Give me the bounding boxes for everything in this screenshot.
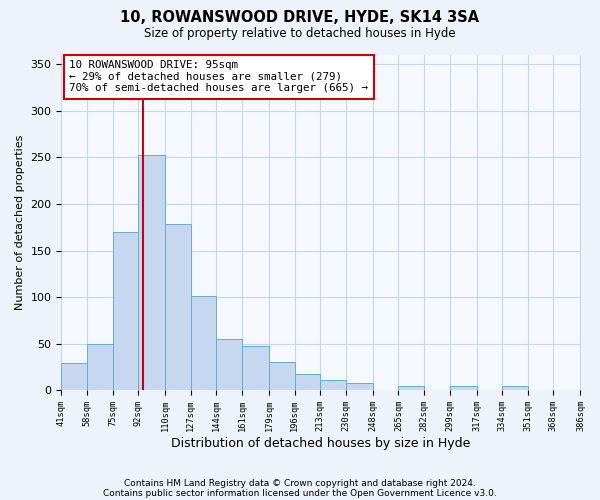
Text: Size of property relative to detached houses in Hyde: Size of property relative to detached ho… <box>144 28 456 40</box>
Text: Contains HM Land Registry data © Crown copyright and database right 2024.: Contains HM Land Registry data © Crown c… <box>124 478 476 488</box>
Bar <box>217 339 242 390</box>
Bar <box>138 154 165 390</box>
Bar <box>165 224 191 390</box>
Bar <box>346 383 373 390</box>
Bar <box>398 386 424 390</box>
Text: 10 ROWANSWOOD DRIVE: 95sqm
← 29% of detached houses are smaller (279)
70% of sem: 10 ROWANSWOOD DRIVE: 95sqm ← 29% of deta… <box>69 60 368 93</box>
Bar <box>295 374 320 390</box>
Bar <box>61 363 87 390</box>
Bar <box>87 344 113 390</box>
Bar <box>320 380 346 390</box>
Bar <box>269 362 295 390</box>
Bar <box>191 296 217 390</box>
Y-axis label: Number of detached properties: Number of detached properties <box>15 135 25 310</box>
Text: Contains public sector information licensed under the Open Government Licence v3: Contains public sector information licen… <box>103 488 497 498</box>
Text: 10, ROWANSWOOD DRIVE, HYDE, SK14 3SA: 10, ROWANSWOOD DRIVE, HYDE, SK14 3SA <box>121 10 479 25</box>
Bar <box>113 232 138 390</box>
Bar <box>242 346 269 390</box>
Bar <box>502 386 528 390</box>
X-axis label: Distribution of detached houses by size in Hyde: Distribution of detached houses by size … <box>171 437 470 450</box>
Bar <box>449 386 476 390</box>
